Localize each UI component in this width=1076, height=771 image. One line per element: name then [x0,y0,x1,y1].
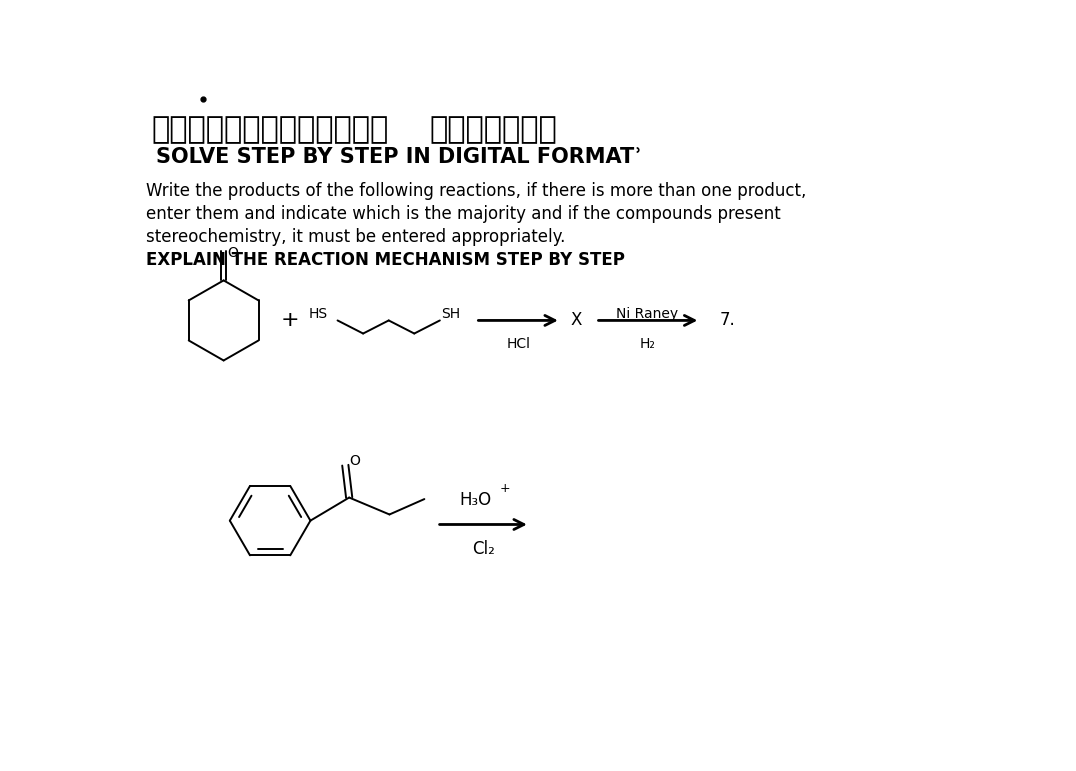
Text: Cl₂: Cl₂ [471,540,495,558]
Text: SOLVE STEP BY STEP IN DIGITAL FORMATʾ: SOLVE STEP BY STEP IN DIGITAL FORMATʾ [156,147,642,167]
Text: O: O [350,454,360,468]
Text: H₂: H₂ [639,338,655,352]
Text: 7.: 7. [720,311,735,329]
Text: HS: HS [309,308,328,322]
Text: Ni Raney: Ni Raney [617,307,679,321]
Text: stereochemistry, it must be entered appropriately.: stereochemistry, it must be entered appr… [146,228,566,246]
Text: Write the products of the following reactions, if there is more than one product: Write the products of the following reac… [146,182,807,200]
Text: デジタル形式で段階的に解決: デジタル形式で段階的に解決 [152,115,388,144]
Text: SH: SH [441,308,461,322]
Text: +: + [499,482,510,495]
Text: H₃O: H₃O [459,491,492,509]
Text: +: + [280,311,299,331]
Text: EXPLAIN THE REACTION MECHANISM STEP BY STEP: EXPLAIN THE REACTION MECHANISM STEP BY S… [146,251,625,269]
Text: ありがとう！！: ありがとう！！ [429,115,556,144]
Text: O: O [227,246,239,260]
Text: enter them and indicate which is the majority and if the compounds present: enter them and indicate which is the maj… [146,205,781,223]
Text: X: X [570,311,582,329]
Text: HCl: HCl [506,338,530,352]
